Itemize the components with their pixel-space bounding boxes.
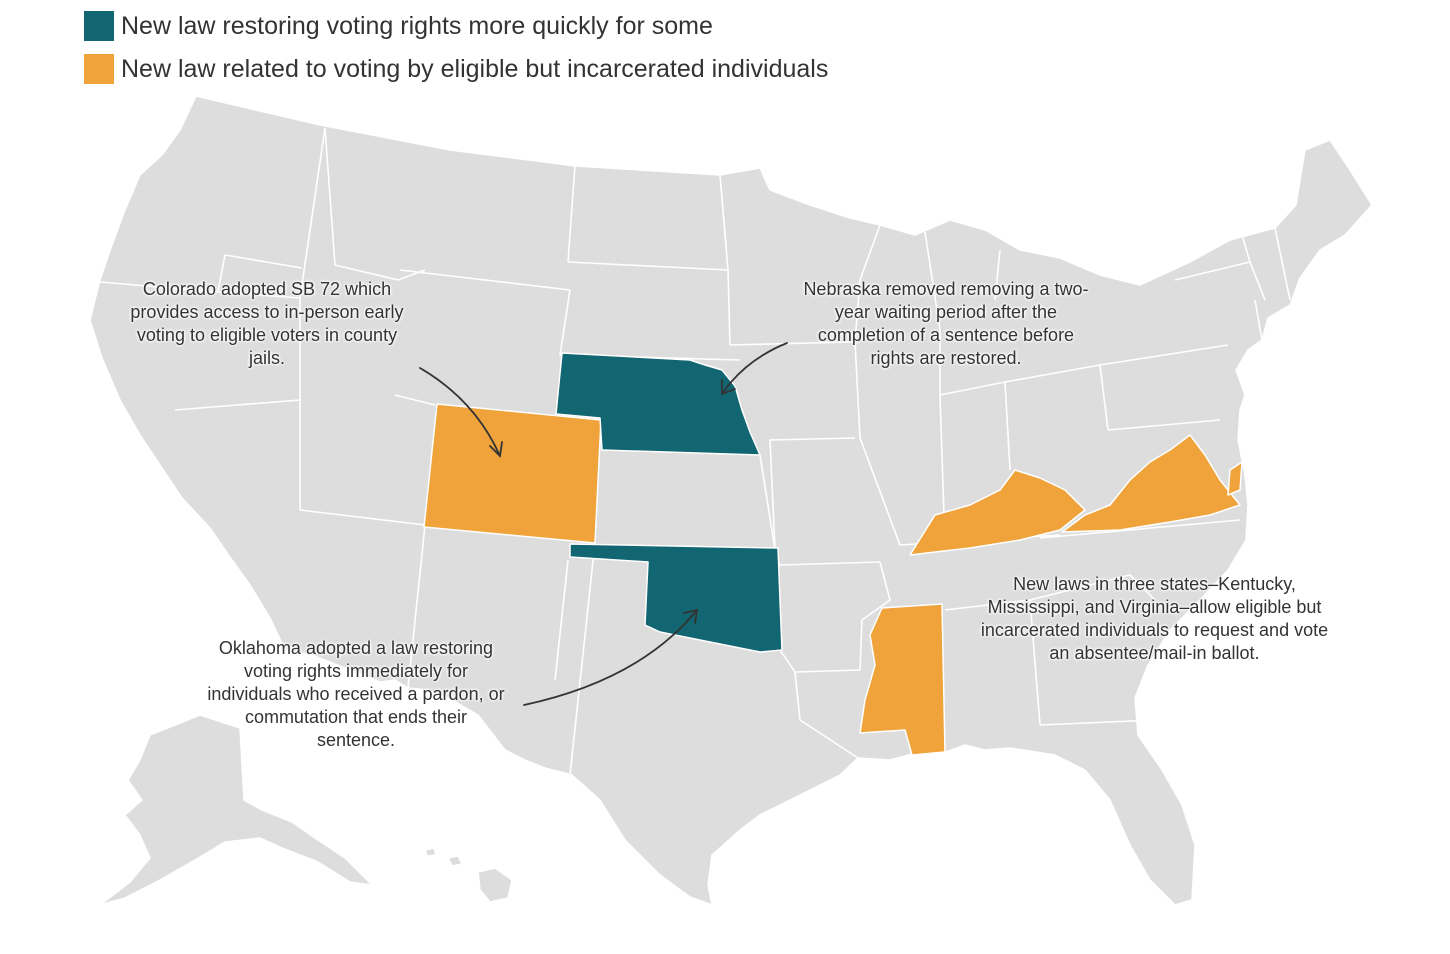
legend-item-incarcerated: New law related to voting by eligible bu…: [84, 53, 828, 85]
annotation-three-states-line: Mississippi, and Virginia–allow eligible…: [987, 597, 1322, 617]
state-virginia-eastern-shore: [1227, 461, 1243, 496]
legend-swatch-orange: [84, 54, 114, 84]
arrow-nebraska: [721, 342, 788, 395]
state-mississippi: [859, 603, 946, 756]
annotation-three-states-line: incarcerated individuals to request and …: [980, 620, 1329, 640]
legend-swatch-teal: [84, 11, 114, 41]
arrow-oklahoma-head: [683, 608, 699, 624]
arrow-oklahoma: [523, 609, 698, 706]
state-colorado: [423, 403, 602, 544]
annotation-oklahoma-line: sentence.: [316, 730, 396, 750]
annotation-nebraska-line: rights are restored.: [870, 348, 1022, 368]
annotation-colorado-line: voting to eligible voters in county: [136, 325, 398, 345]
base-states: [89, 95, 1373, 906]
arrow-nebraska-head: [721, 379, 736, 396]
annotation-colorado-line: jails.: [248, 348, 285, 368]
annotation-nebraska-line: year waiting period after the: [834, 302, 1058, 322]
state-kentucky: [909, 469, 1086, 556]
hawaii-island-3: [424, 847, 437, 857]
legend-item-restoring: New law restoring voting rights more qui…: [84, 10, 828, 42]
annotation-oklahoma-line: voting rights immediately for: [243, 661, 469, 681]
annotation-three-states-line: New laws in three states–Kentucky,: [1013, 574, 1296, 594]
annotation-oklahoma: Oklahoma adopted a law restoring voting …: [186, 637, 526, 752]
annotation-three-states: New laws in three states–Kentucky, Missi…: [952, 573, 1357, 665]
annotation-colorado-line: provides access to in-person early: [130, 302, 404, 322]
annotation-oklahoma-line: individuals who received a pardon, or: [207, 684, 505, 704]
alaska: [99, 714, 373, 906]
state-oklahoma: [569, 543, 783, 653]
state-virginia: [1061, 434, 1241, 533]
annotation-three-states-line: an absentee/mail-in ballot.: [1049, 643, 1260, 663]
state-nebraska: [555, 352, 761, 456]
legend: New law restoring voting rights more qui…: [84, 10, 828, 96]
annotation-nebraska: Nebraska removed removing a two- year wa…: [786, 278, 1106, 370]
annotation-colorado-line: Colorado adopted SB 72 which: [142, 279, 392, 299]
annotation-oklahoma-line: Oklahoma adopted a law restoring: [218, 638, 494, 658]
annotation-colorado: Colorado adopted SB 72 which provides ac…: [112, 278, 422, 370]
hawaii: [477, 867, 513, 903]
highlighted-states: [423, 352, 1243, 756]
arrow-colorado-head: [489, 441, 503, 458]
annotation-oklahoma-line: commutation that ends their: [244, 707, 468, 727]
legend-label-incarcerated: New law related to voting by eligible bu…: [121, 54, 829, 83]
contiguous-us-outline: [89, 95, 1373, 906]
annotation-nebraska-line: completion of a sentence before: [817, 325, 1075, 345]
annotation-arrows: [419, 342, 788, 706]
annotation-nebraska-line: Nebraska removed removing a two-: [803, 279, 1089, 299]
hawaii-island-2: [447, 855, 463, 867]
state-borders: [99, 127, 1291, 776]
arrow-colorado: [419, 367, 501, 457]
legend-label-restoring: New law restoring voting rights more qui…: [121, 11, 713, 40]
